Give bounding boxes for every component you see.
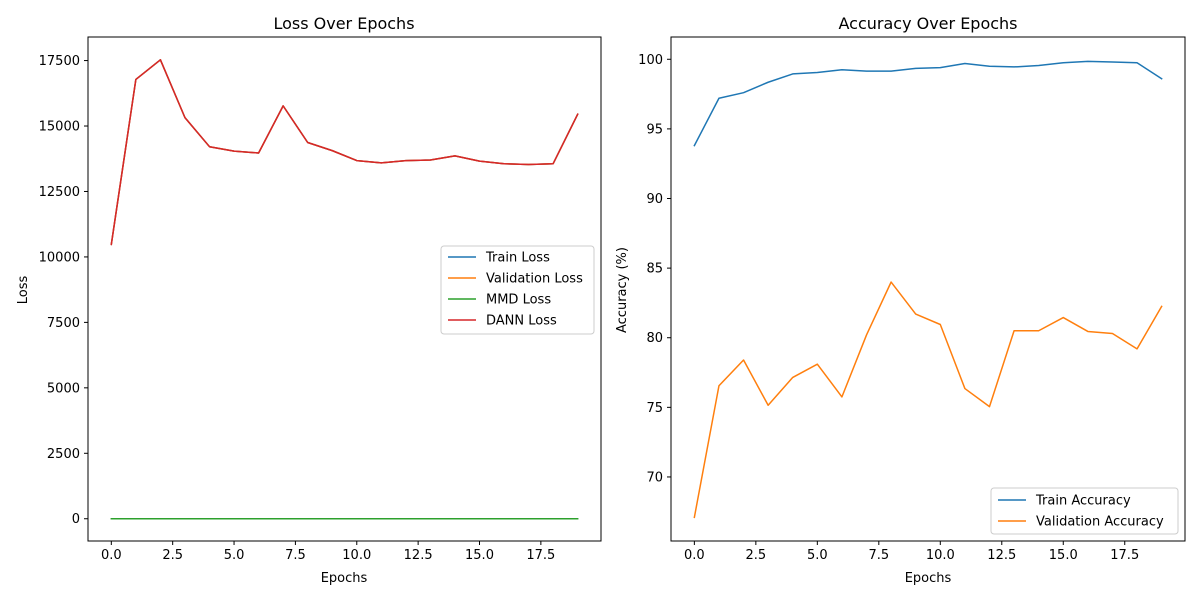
loss-series-line-dann-loss (110, 59, 579, 246)
accuracy-x-tick-label: 2.5 (746, 548, 767, 563)
loss-x-axis-label: Epochs (321, 571, 368, 586)
loss-x-tick-label: 2.5 (162, 548, 183, 563)
loss-legend-label-validation-loss: Validation Loss (486, 272, 583, 287)
accuracy-y-tick-label: 85 (646, 262, 663, 277)
accuracy-legend-label-validation-accuracy: Validation Accuracy (1036, 515, 1164, 530)
loss-chart-title: Loss Over Epochs (273, 14, 414, 33)
loss-x-tick-label: 10.0 (342, 548, 371, 563)
accuracy-x-tick-label: 15.0 (1049, 548, 1078, 563)
accuracy-y-tick-label: 70 (646, 470, 663, 485)
loss-legend-label-dann-loss: DANN Loss (486, 314, 557, 329)
loss-y-tick-label: 5000 (47, 381, 80, 396)
loss-legend-box (440, 245, 595, 335)
loss-y-tick-label: 15000 (39, 120, 80, 135)
accuracy-y-tick-label: 95 (646, 122, 663, 137)
accuracy-series-lines (693, 60, 1163, 519)
accuracy-plot-frame (670, 36, 1186, 542)
loss-x-tick-label: 12.5 (404, 548, 433, 563)
accuracy-legend-label-train-accuracy: Train Accuracy (1035, 494, 1131, 509)
accuracy-x-tick-label: 0.0 (684, 548, 705, 563)
accuracy-y-tick-label: 80 (646, 331, 663, 346)
loss-x-ticks: 0.0 2.5 5.0 7.5 10.0 12.5 15.0 17.5 (101, 541, 555, 563)
accuracy-y-tick-label: 100 (638, 53, 663, 68)
accuracy-x-tick-label: 7.5 (868, 548, 889, 563)
loss-y-tick-label: 0 (72, 512, 80, 527)
loss-x-tick-label: 5.0 (224, 548, 245, 563)
accuracy-y-tick-label: 90 (646, 192, 663, 207)
accuracy-legend-entries: Train Accuracy Validation Accuracy (998, 494, 1164, 530)
loss-y-tick-label: 2500 (47, 447, 80, 462)
loss-x-tick-label: 17.5 (526, 548, 555, 563)
loss-y-tick-label: 10000 (39, 250, 80, 265)
accuracy-chart-title: Accuracy Over Epochs (838, 14, 1017, 33)
accuracy-x-axis-label: Epochs (905, 571, 952, 586)
accuracy-series-line-validation-accuracy (693, 281, 1163, 519)
accuracy-y-axis-label: Accuracy (%) (615, 247, 630, 333)
accuracy-legend-box (990, 487, 1179, 535)
loss-y-axis-label: Loss (16, 276, 31, 305)
loss-legend-label-train-loss: Train Loss (485, 251, 550, 266)
loss-chart: Loss Over Epochs 0.0 2.5 5.0 7.5 10.0 12.5 15.… (16, 14, 602, 586)
loss-x-tick-label: 7.5 (285, 548, 306, 563)
accuracy-series-line-train-accuracy (693, 60, 1163, 147)
accuracy-x-tick-label: 12.5 (987, 548, 1016, 563)
loss-legend-entries: Train Loss Validation Loss MMD Loss DANN Lo… (448, 251, 583, 329)
accuracy-legend: Train Accuracy Validation Accuracy (990, 487, 1179, 535)
accuracy-x-tick-label: 5.0 (807, 548, 828, 563)
loss-series-lines (110, 59, 579, 520)
accuracy-x-ticks: 0.0 2.5 5.0 7.5 10.0 12.5 15.0 17.5 (684, 541, 1139, 563)
accuracy-x-tick-label: 10.0 (926, 548, 955, 563)
loss-y-tick-label: 7500 (47, 316, 80, 331)
loss-x-tick-label: 15.0 (465, 548, 494, 563)
accuracy-y-ticks: 70 75 80 85 90 95 100 (638, 53, 671, 485)
loss-y-ticks: 0 2500 5000 7500 10000 12500 15000 17500 (39, 54, 88, 527)
loss-y-tick-label: 12500 (39, 185, 80, 200)
loss-x-tick-label: 0.0 (101, 548, 122, 563)
loss-legend: Train Loss Validation Loss MMD Loss DANN Lo… (440, 245, 595, 335)
accuracy-y-tick-label: 75 (646, 401, 663, 416)
loss-plot-frame (87, 36, 602, 542)
accuracy-x-tick-label: 17.5 (1110, 548, 1139, 563)
loss-y-tick-label: 17500 (39, 54, 80, 69)
loss-legend-label-mmd-loss: MMD Loss (486, 293, 551, 308)
accuracy-chart: Accuracy Over Epochs 0.0 2.5 5.0 7.5 10.0 12.… (615, 14, 1186, 586)
